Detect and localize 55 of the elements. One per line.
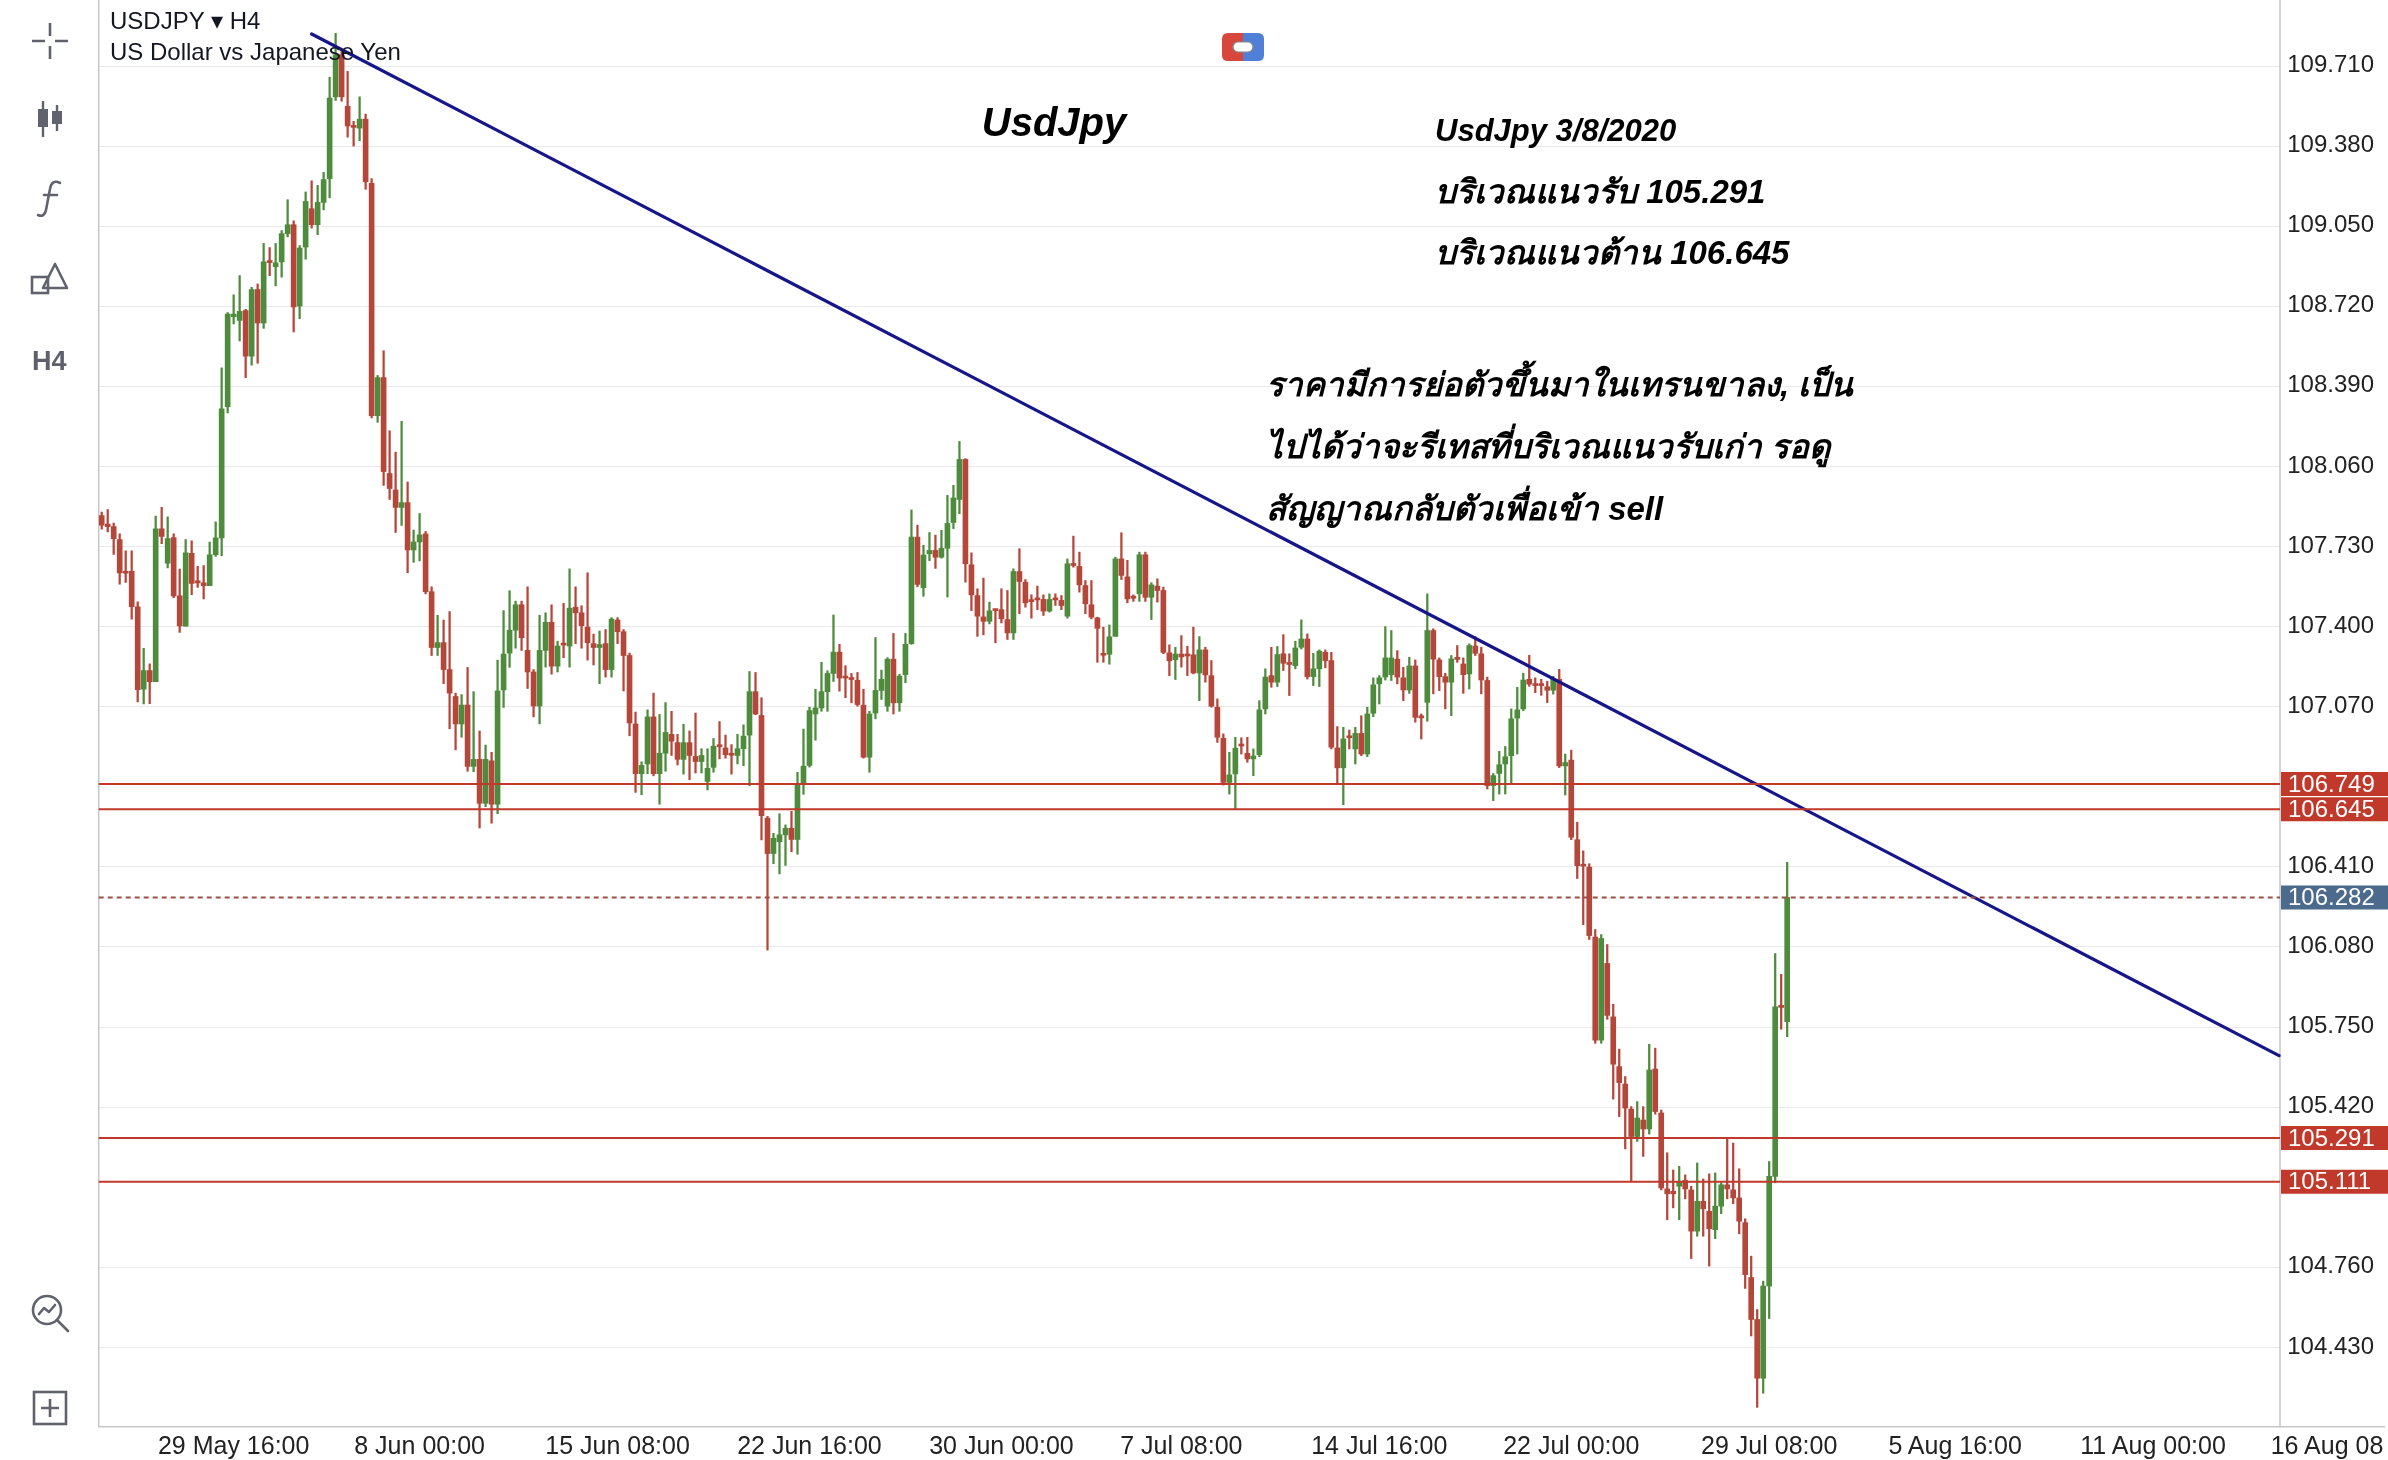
- x-tick-label: 30 Jun 00:00: [929, 1430, 1074, 1459]
- y-tick-label: 109.050: [2287, 210, 2374, 238]
- y-tick-label: 107.070: [2287, 690, 2374, 718]
- x-tick-label: 29 May 16:00: [157, 1430, 310, 1459]
- candlestick: [434, 614, 441, 656]
- x-tick-label: 15 Jun 08:00: [545, 1430, 690, 1459]
- candlestick: [716, 721, 723, 760]
- x-tick-label: 16 Aug 08: [2270, 1430, 2384, 1459]
- ref-line-label: 105.291: [2288, 1123, 2375, 1151]
- candlestick: [692, 712, 699, 774]
- candlestick: [698, 748, 705, 774]
- y-tick-label: 107.400: [2287, 610, 2374, 638]
- ref-line-label: 106.282: [2288, 883, 2375, 911]
- text: H4: [32, 345, 67, 378]
- candlestick: [590, 633, 597, 666]
- candlestick: [398, 420, 405, 526]
- y-tick-label: 105.420: [2287, 1091, 2374, 1119]
- ref-line-label: 106.749: [2288, 769, 2375, 797]
- y-tick-label: 108.720: [2287, 290, 2374, 318]
- candlestick: [596, 630, 603, 684]
- annotation: ราคามีการย่อตัวขึ้นมาในเทรนขาลง, เป็น ไปได้ว่าจะรีเทสที่บริเวณแนวรับเก่า รอดู สัญญาณกลับตัวเพื่อเข้า sell: [1266, 359, 1854, 530]
- y-tick-label: 104.430: [2287, 1331, 2374, 1359]
- x-tick-label: 22 Jul 00:00: [1503, 1430, 1640, 1459]
- candlestick: [1070, 535, 1077, 568]
- annotation: บริเวณแนวต้าน 106.645: [1435, 234, 1790, 272]
- annotation: USDJPY ▾ H4: [110, 7, 261, 35]
- x-tick-label: 29 Jul 08:00: [1701, 1430, 1838, 1459]
- candlestick: [1100, 626, 1107, 663]
- x-tick-label: 11 Aug 00:00: [2080, 1430, 2226, 1459]
- y-tick-label: 105.750: [2287, 1011, 2374, 1039]
- x-tick-label: 7 Jul 08:00: [1120, 1430, 1243, 1459]
- y-tick-label: 106.410: [2287, 851, 2374, 879]
- candlestick: [638, 761, 645, 796]
- y-tick-label: 104.760: [2287, 1251, 2374, 1279]
- candlestick: [932, 534, 939, 569]
- x-tick-label: 22 Jun 16:00: [737, 1430, 882, 1459]
- text: UsdJpy: [981, 99, 1127, 146]
- y-tick-label: 109.710: [2287, 50, 2374, 78]
- y-tick-label: 106.080: [2287, 931, 2374, 959]
- ref-line-label: 105.111: [2288, 1167, 2372, 1195]
- ref-line-label: 106.645: [2288, 794, 2375, 822]
- candlestick: [470, 691, 477, 773]
- y-tick-label: 108.060: [2287, 450, 2374, 478]
- annotation: บริเวณแนวรับ 105.291: [1435, 173, 1766, 211]
- candlestick: [788, 810, 795, 853]
- candlestick: [386, 430, 393, 500]
- candlestick: [686, 730, 693, 781]
- candlestick: [1016, 548, 1023, 615]
- x-tick-label: 8 Jun 00:00: [354, 1430, 485, 1459]
- x-tick-label: 14 Jul 16:00: [1311, 1430, 1448, 1459]
- y-tick-label: 108.390: [2287, 370, 2374, 398]
- y-tick-label: 109.380: [2287, 130, 2374, 158]
- x-tick-label: 5 Aug 16:00: [1888, 1430, 2022, 1459]
- annotation: UsdJpy 3/8/2020: [1435, 112, 1677, 150]
- y-tick-label: 107.730: [2287, 530, 2374, 558]
